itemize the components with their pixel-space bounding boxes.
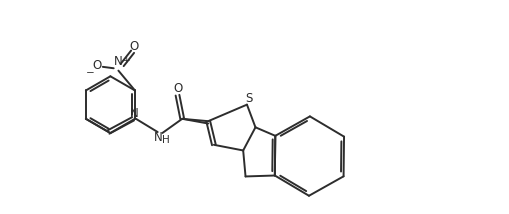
Text: +: + bbox=[122, 56, 129, 65]
Text: O: O bbox=[130, 40, 139, 53]
Text: O: O bbox=[93, 59, 102, 72]
Text: H: H bbox=[162, 135, 170, 145]
Text: N: N bbox=[130, 107, 138, 120]
Text: −: − bbox=[86, 67, 95, 77]
Text: N: N bbox=[154, 131, 163, 144]
Text: N: N bbox=[114, 55, 123, 68]
Text: S: S bbox=[245, 92, 252, 104]
Text: O: O bbox=[173, 82, 182, 95]
